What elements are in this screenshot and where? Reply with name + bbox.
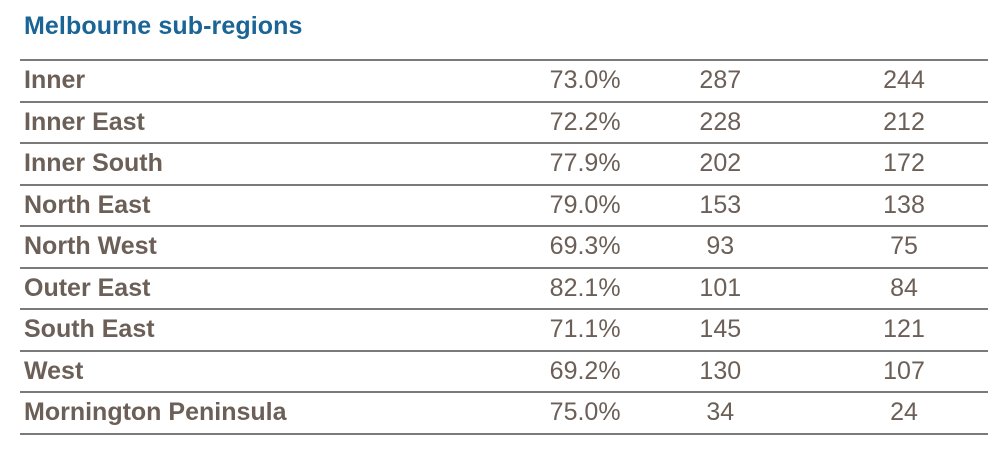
region-count-b-cell: 244 (820, 60, 988, 103)
region-name: Mornington Peninsula (20, 392, 453, 435)
region-name: Inner East (20, 101, 453, 144)
region-name: North West (20, 226, 453, 269)
region-count-b-cell: 138 (820, 184, 988, 227)
region-count-a: 228 (620, 101, 820, 144)
table-row: Outer East 82.1% 101 84 (20, 267, 988, 310)
region-count-a: 202 (620, 143, 820, 186)
table-row: Inner East 72.2% 228 212 (20, 101, 988, 144)
region-count-a: 153 (620, 184, 820, 227)
region-rate: 79.0% (452, 184, 621, 227)
region-count-a: 287 (620, 60, 820, 103)
table-row: Mornington Peninsula 75.0% 34 24 (20, 392, 988, 435)
region-count-b: 107 (883, 356, 925, 385)
region-rate: 69.2% (452, 350, 621, 393)
region-count-b: 121 (883, 315, 925, 344)
table-row: North East 79.0% 153 138 (20, 184, 988, 227)
region-count-a: 93 (620, 226, 820, 269)
region-rate: 82.1% (452, 267, 621, 310)
region-name: Inner South (20, 143, 453, 186)
table-row: Inner South 77.9% 202 172 (20, 143, 988, 186)
region-name: South East (20, 309, 453, 352)
region-name: North East (20, 184, 453, 227)
region-name: Outer East (20, 267, 453, 310)
region-rate: 71.1% (452, 309, 621, 352)
region-name: West (20, 350, 453, 393)
region-count-b-cell: 75 (820, 226, 988, 269)
region-rate: 77.9% (452, 143, 621, 186)
region-count-b-cell: 107 (820, 350, 988, 393)
table-row: North West 69.3% 93 75 (20, 226, 988, 269)
region-rate: 75.0% (452, 392, 621, 435)
region-count-b: 75 (890, 232, 918, 261)
region-count-b-cell: 121 (820, 309, 988, 352)
region-count-a: 101 (620, 267, 820, 310)
region-name: Inner (20, 60, 453, 103)
region-rate: 73.0% (452, 60, 621, 103)
section-title: Melbourne sub-regions (24, 12, 303, 40)
region-count-a: 130 (620, 350, 820, 393)
region-count-b: 138 (883, 190, 925, 219)
sub-regions-table: Inner 73.0% 287 244 Inner East 72.2% 228… (20, 59, 988, 435)
region-count-b-cell: 172 (820, 143, 988, 186)
region-count-a: 34 (620, 392, 820, 435)
region-rate: 69.3% (452, 226, 621, 269)
table-row: South East 71.1% 145 121 (20, 309, 988, 352)
table-row: West 69.2% 130 107 (20, 350, 988, 393)
region-count-b-cell: 84 (820, 267, 988, 310)
region-count-b: 84 (890, 273, 918, 302)
region-count-b: 212 (883, 107, 925, 136)
table-row: Inner 73.0% 287 244 (20, 60, 988, 103)
region-count-b-cell: 24 (820, 392, 988, 435)
region-count-a: 145 (620, 309, 820, 352)
region-count-b: 244 (883, 66, 925, 95)
region-count-b: 172 (883, 149, 925, 178)
region-count-b-cell: 212 (820, 101, 988, 144)
region-rate: 72.2% (452, 101, 621, 144)
region-count-b: 24 (890, 398, 918, 427)
